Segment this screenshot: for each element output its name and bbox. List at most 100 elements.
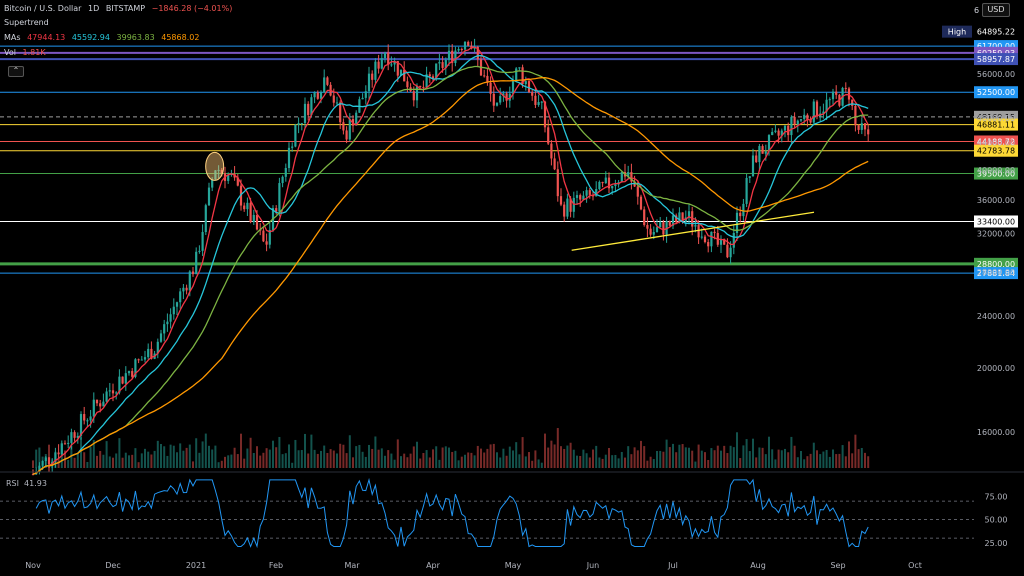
candle-body: [582, 195, 585, 200]
candle-body: [415, 85, 419, 101]
candle-body: [643, 209, 646, 225]
candle-body: [729, 247, 732, 258]
x-tick-label: Jun: [586, 561, 600, 570]
candle-body: [799, 119, 803, 121]
x-tick-label: Aug: [750, 561, 766, 570]
candle-body: [207, 187, 211, 206]
volume-bar: [601, 458, 604, 468]
volume-bar: [48, 444, 50, 468]
candle-body: [521, 67, 524, 85]
volume-bar: [400, 456, 402, 468]
candle-body: [166, 321, 169, 325]
candle-body: [556, 169, 559, 197]
candle-body: [182, 287, 185, 292]
candle-body: [367, 73, 371, 92]
candle-body: [284, 168, 287, 177]
volume-bar: [76, 453, 79, 468]
candle-body: [745, 177, 748, 204]
x-tick-label: May: [505, 561, 522, 570]
candle-body: [457, 48, 460, 51]
candle-body: [655, 227, 659, 233]
level-tag-label: 58957.87: [977, 55, 1015, 64]
x-tick-label: Oct: [908, 561, 922, 570]
y-tick-label: 48000.00: [977, 114, 1015, 123]
collapse-legend-button[interactable]: ⌃: [8, 66, 24, 77]
volume-bar: [793, 445, 796, 468]
volume-bar: [291, 462, 294, 468]
volume-bar: [707, 459, 710, 468]
volume-bar: [457, 460, 460, 468]
volume-bar: [182, 450, 185, 468]
candle-body: [249, 202, 252, 223]
candle-body: [403, 69, 406, 82]
volume-bar: [790, 436, 793, 468]
currency-button[interactable]: USD: [982, 3, 1010, 17]
candle-body: [268, 229, 271, 245]
candle-body: [559, 196, 563, 205]
candle-body: [681, 212, 684, 222]
volume-bar: [486, 448, 489, 468]
volume-bar: [668, 447, 671, 468]
volume-bar: [339, 443, 342, 468]
volume-bar: [544, 433, 546, 468]
volume-bar: [835, 454, 838, 468]
volume-bar: [188, 444, 191, 468]
candle-body: [374, 61, 377, 80]
volume-bar: [611, 455, 614, 468]
x-tick-label: Jul: [667, 561, 678, 570]
candle-body: [828, 99, 831, 101]
volume-bar: [140, 453, 143, 468]
volume-bar: [649, 456, 652, 468]
candle-body: [134, 359, 137, 377]
volume-bar: [176, 452, 178, 468]
volume-bar: [198, 452, 201, 468]
volume-bar: [259, 455, 262, 468]
volume-bar: [163, 446, 166, 468]
volume-bar: [416, 441, 418, 468]
candle-body: [611, 186, 614, 189]
volume-bar: [796, 457, 799, 468]
candle-body: [172, 306, 175, 315]
candle-body: [201, 232, 204, 251]
volume-bar: [556, 428, 559, 468]
volume-bar: [700, 450, 703, 468]
candle-body: [217, 169, 220, 171]
candle-body: [345, 130, 348, 140]
candle-body: [575, 195, 579, 198]
y-tick-label: 40000.00: [977, 166, 1015, 175]
candle-body: [191, 271, 195, 275]
volume-bar: [524, 456, 527, 468]
volume-bar: [566, 445, 569, 468]
volume-bar: [617, 458, 620, 468]
level-tag: [974, 257, 1018, 270]
volume-bar: [44, 454, 47, 468]
candle-body: [412, 91, 415, 101]
candle-body: [742, 203, 745, 217]
volume-bar: [227, 455, 230, 468]
volume-bar: [41, 456, 44, 468]
rsi-value: 41.93: [24, 479, 47, 488]
candle-body: [175, 302, 179, 307]
candle-body: [806, 114, 809, 120]
volume-legend[interactable]: Vol 1.81K: [4, 48, 50, 57]
candle-body: [774, 130, 777, 132]
level-tag-label: 44188.72: [977, 137, 1015, 146]
volume-bar: [345, 453, 348, 468]
interval-label[interactable]: 1D: [88, 4, 100, 13]
mas-legend[interactable]: MAs 47944.13 45592.94 39963.83 45868.02: [4, 33, 203, 42]
candle-body: [31, 474, 35, 476]
candle-body: [854, 105, 857, 126]
high-tag-value: 64895.22: [977, 28, 1015, 37]
ma-value: 39963.83: [116, 33, 155, 42]
candle-body: [483, 75, 486, 77]
volume-bar: [208, 445, 210, 468]
candle-body: [435, 63, 438, 79]
candle-body: [758, 146, 761, 163]
candle-body: [118, 376, 121, 393]
volume-bar: [150, 454, 153, 468]
volume-bar: [425, 450, 428, 468]
candle-body: [569, 198, 572, 212]
volume-bar: [236, 454, 239, 468]
supertrend-legend[interactable]: Supertrend: [4, 18, 53, 27]
